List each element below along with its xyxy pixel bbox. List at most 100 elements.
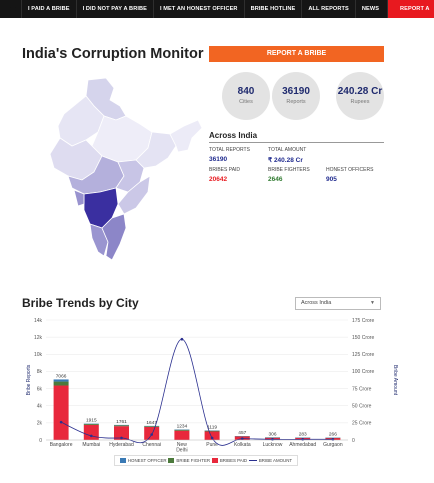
top-nav: I PAID A BRIBE I DID NOT PAY A BRIBE I M…: [0, 0, 434, 18]
bribe-trends-chart: 0 2k 4k 6k 8k 10k 12k 14k 0 25 Crore 50 Crore 75 Cr…: [26, 318, 398, 454]
bar-total-label: 1119: [207, 424, 217, 430]
x-tick-label: Gurgaon: [323, 442, 343, 448]
x-tick-label: Ahmedabad: [289, 442, 316, 448]
rupees-amount: 240.28 Cr: [337, 86, 383, 97]
total-amount-label: TOTAL AMOUNT: [268, 147, 307, 153]
y2-axis-label: Bribe Amount: [392, 365, 398, 396]
india-map[interactable]: [28, 76, 204, 266]
legend-swatch-honest: [119, 458, 126, 463]
honest-officers-label: HONEST OFFICERS: [326, 167, 374, 173]
x-tick-label: Pune: [206, 442, 218, 448]
cities-count: 840: [237, 86, 255, 97]
honest-officers-value: 905: [326, 176, 337, 183]
bar-bribe-fighter: [53, 381, 69, 386]
region-select[interactable]: Across India ▼: [295, 297, 381, 310]
map-region-northeast: [169, 119, 203, 153]
y-tick-label: 8k: [37, 369, 43, 375]
nav-did-not-pay[interactable]: I DID NOT PAY A BRIBE: [75, 0, 153, 18]
legend-bribe-amount[interactable]: BRIBE AMOUNT: [248, 458, 292, 463]
legend-bribe-fighter[interactable]: BRIBE FIGHTER: [168, 458, 210, 463]
bribe-amount-point: [241, 437, 244, 440]
x-tick-label: Bangalore: [50, 442, 73, 448]
bar-total-label: 283: [299, 432, 307, 438]
nav-paid-bribe[interactable]: I PAID A BRIBE: [21, 0, 76, 18]
y2-tick-label: 0: [352, 438, 355, 444]
legend-swatch-paid: [211, 458, 218, 463]
x-tick-label: Mumbai: [82, 442, 100, 448]
bar-total-label: 306: [268, 431, 276, 437]
total-reports-stat: TOTAL REPORTS 36190: [209, 147, 250, 163]
y2-tick-label: 175 Crore: [352, 318, 374, 324]
x-tick-label: Lucknow: [263, 442, 283, 448]
honest-officers-stat: HONEST OFFICERS 905: [326, 167, 373, 183]
bar-bribe-fighter: [144, 426, 160, 427]
bribe-amount-point: [90, 434, 93, 438]
map-region-goa: [73, 189, 85, 207]
y-tick-label: 0: [39, 438, 42, 444]
bar-total-label: 1915: [86, 418, 97, 424]
nav-report-button[interactable]: REPORT A: [387, 0, 434, 18]
bar-total-label: 266: [329, 432, 337, 438]
report-bribe-button[interactable]: REPORT A BRIBE: [209, 46, 384, 62]
bar-honest-officer: [53, 379, 69, 382]
bribe-amount-point: [150, 433, 153, 436]
legend-honest-officer[interactable]: HONEST OFFICER: [119, 458, 167, 463]
bribe-fighters-stat: BRIBE FIGHTERS 2646: [268, 167, 310, 183]
across-india-divider: [209, 142, 384, 143]
legend-swatch-amount: [248, 460, 257, 461]
y2-tick-label: 100 Crore: [352, 369, 374, 375]
region-select-value: Across India: [301, 300, 332, 306]
x-tick-label: Hyderabad: [109, 442, 134, 448]
y-tick-label: 2k: [37, 421, 43, 427]
bar-bribes-paid: [114, 426, 129, 440]
reports-count: 36190: [282, 86, 310, 97]
nav-bribe-hotline[interactable]: BRIBE HOTLINE: [243, 0, 302, 18]
bar-bribe-fighter: [83, 423, 99, 425]
total-amount-value: ₹ 240.28 Cr: [268, 157, 303, 164]
y-tick-label: 4k: [37, 404, 43, 410]
y2-tick-label: 50 Crore: [352, 404, 372, 410]
bribe-amount-point: [210, 436, 214, 440]
bribe-fighters-value: 2646: [268, 176, 283, 183]
bribe-amount-point: [180, 337, 184, 341]
bribes-paid-label: BRIBES PAID: [209, 167, 241, 173]
rupees-label: Rupees: [350, 99, 370, 105]
nav-honest-officer[interactable]: I MET AN HONEST OFFICER: [152, 0, 244, 18]
legend-bribes-paid[interactable]: BRIBES PAID: [211, 458, 247, 463]
across-india-heading: Across India: [209, 131, 258, 140]
bar-bribe-fighter: [204, 430, 220, 432]
bar-bribe-fighter: [114, 425, 129, 427]
map-region-andhra: [117, 175, 151, 215]
cities-label: Cities: [239, 99, 253, 105]
bribes-paid-stat: BRIBES PAID 20642: [209, 167, 240, 183]
total-amount-stat: TOTAL AMOUNT ₹ 240.28 Cr: [268, 147, 306, 164]
total-reports-value: 36190: [209, 156, 228, 163]
bar-bribes-paid: [53, 385, 69, 440]
y-tick-label: 6k: [37, 386, 43, 392]
nav-news[interactable]: NEWS: [354, 0, 385, 18]
y-tick-label: 10k: [34, 352, 43, 358]
x-tick-label: Kolkata: [234, 442, 251, 448]
bar-total-label: 7066: [56, 373, 67, 379]
bar-total-label: 1647: [146, 420, 157, 426]
bribes-paid-value: 20642: [209, 176, 228, 183]
map-region-northwest: [57, 95, 105, 147]
y2-tick-label: 125 Crore: [352, 352, 374, 358]
bribe-fighters-label: BRIBE FIGHTERS: [268, 167, 310, 173]
bribe-amount-point: [120, 436, 123, 440]
y2-tick-label: 150 Crore: [352, 335, 374, 341]
y2-tick-label: 75 Crore: [352, 386, 372, 392]
page-title: India's Corruption Monitor: [22, 46, 204, 62]
bar-total-label: 1761: [116, 419, 127, 425]
nav-all-reports[interactable]: ALL REPORTS: [301, 0, 354, 18]
bar-bribes-paid: [174, 430, 190, 440]
y-tick-label: 14k: [34, 318, 43, 324]
y-tick-label: 12k: [34, 335, 43, 341]
trends-title: Bribe Trends by City: [22, 296, 139, 310]
reports-label: Reports: [286, 99, 306, 105]
map-region-tamilnadu: [101, 213, 127, 261]
bar-bribes-paid: [204, 431, 220, 440]
bar-bribes-paid: [83, 424, 99, 440]
bar-total-label: 1234: [177, 423, 188, 429]
legend-swatch-fighter: [168, 458, 175, 463]
